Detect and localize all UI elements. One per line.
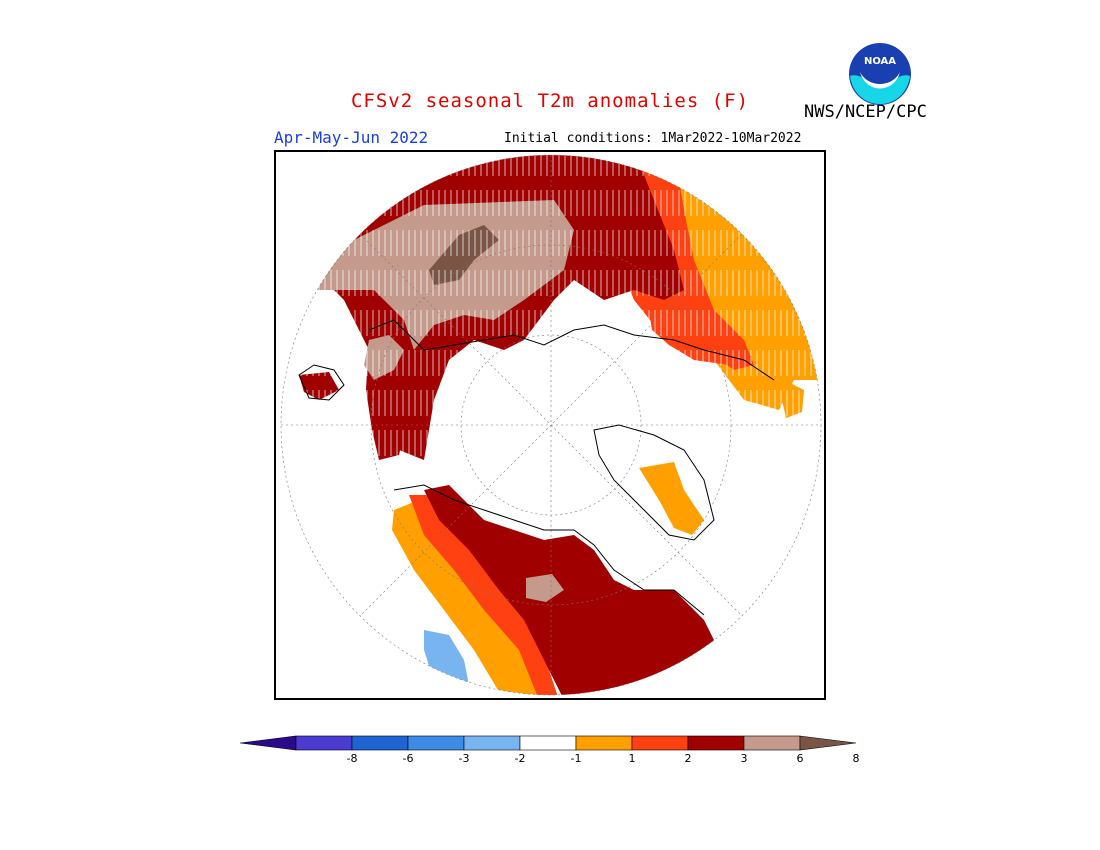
colorbar-segment [295, 735, 353, 751]
coastlines [298, 319, 775, 616]
colorbar-segment [687, 735, 745, 751]
season-label: Apr-May-Jun 2022 [274, 128, 429, 147]
region-greenland-orange [639, 462, 704, 535]
colorbar-segments [240, 735, 857, 751]
agency-label: NWS/NCEP/CPC [804, 102, 927, 122]
region-na-red [409, 495, 559, 695]
anomaly-map [274, 150, 826, 700]
colorbar-tick-labels: -8 -6 -3 -2 -1 1 2 3 6 8 [347, 752, 860, 765]
colorbar-segment [463, 735, 521, 751]
title-text: CFSv2 seasonal T2m anomalies (F) [350, 90, 750, 112]
noaa-logo: NOAA [849, 43, 911, 105]
colorbar-segment [519, 735, 577, 751]
colorbar-segment [575, 735, 633, 751]
colorbar-tick-label: -6 [403, 752, 414, 765]
colorbar-tick-label: -8 [347, 752, 358, 765]
colorbar-segment [407, 735, 465, 751]
colorbar-tick-label: -2 [515, 752, 526, 765]
colorbar-tick-label: -1 [571, 752, 582, 765]
region-na-darkred [424, 485, 714, 695]
region-na-mauve [526, 574, 564, 602]
logo-lettering: NOAA [864, 56, 896, 67]
colorbar-arrow-high [799, 735, 857, 751]
colorbar-segment [351, 735, 409, 751]
colorbar-tick-label: -3 [459, 752, 470, 765]
colorbar-tick-label: 1 [629, 752, 636, 765]
colorbar-tick-label: 8 [853, 752, 860, 765]
colorbar-tick-label: 2 [685, 752, 692, 765]
colorbar-tick-label: 3 [741, 752, 748, 765]
colorbar-arrow-low [240, 735, 297, 751]
region-na-orange [392, 500, 544, 695]
initial-conditions-label: Initial conditions: 1Mar2022-10Mar2022 [504, 131, 802, 146]
map-title: CFSv2 seasonal T2m anomalies (F) [0, 90, 1100, 112]
colorbar-tick-label: 6 [797, 752, 804, 765]
graticule [280, 154, 822, 696]
colorbar: -8 -6 -3 -2 -1 1 2 3 6 8 [240, 735, 860, 765]
colorbar-segment [631, 735, 689, 751]
colorbar-segment [743, 735, 801, 751]
